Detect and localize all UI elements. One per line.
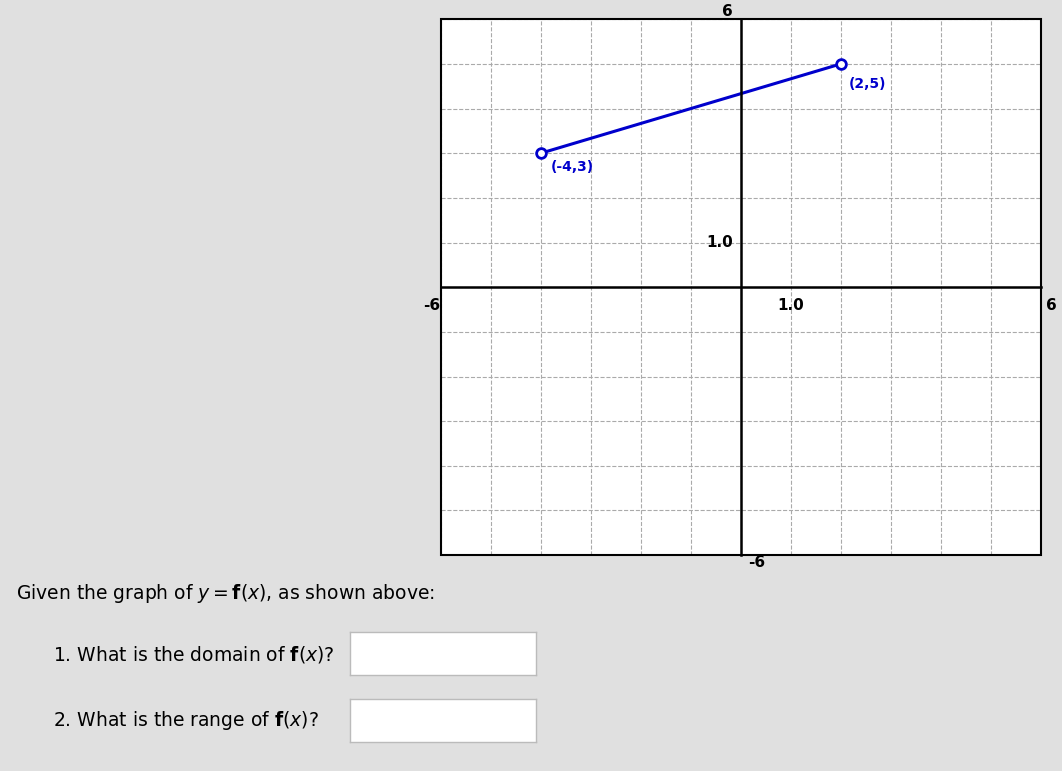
Text: -6: -6 (749, 555, 766, 570)
Text: Given the graph of $y = \mathbf{f}(x)$, as shown above:: Given the graph of $y = \mathbf{f}(x)$, … (16, 582, 434, 605)
Text: -6: -6 (424, 298, 441, 313)
Text: 6: 6 (1046, 298, 1057, 313)
Text: (2,5): (2,5) (849, 78, 886, 92)
Text: (-4,3): (-4,3) (551, 160, 594, 174)
Text: 2. What is the range of $\mathbf{f}(x)$?: 2. What is the range of $\mathbf{f}(x)$? (53, 709, 319, 732)
Text: 1.0: 1.0 (706, 235, 733, 250)
Text: 1.0: 1.0 (777, 298, 804, 313)
Text: 6: 6 (722, 5, 733, 19)
Text: 1. What is the domain of $\mathbf{f}(x)$?: 1. What is the domain of $\mathbf{f}(x)$… (53, 644, 335, 665)
